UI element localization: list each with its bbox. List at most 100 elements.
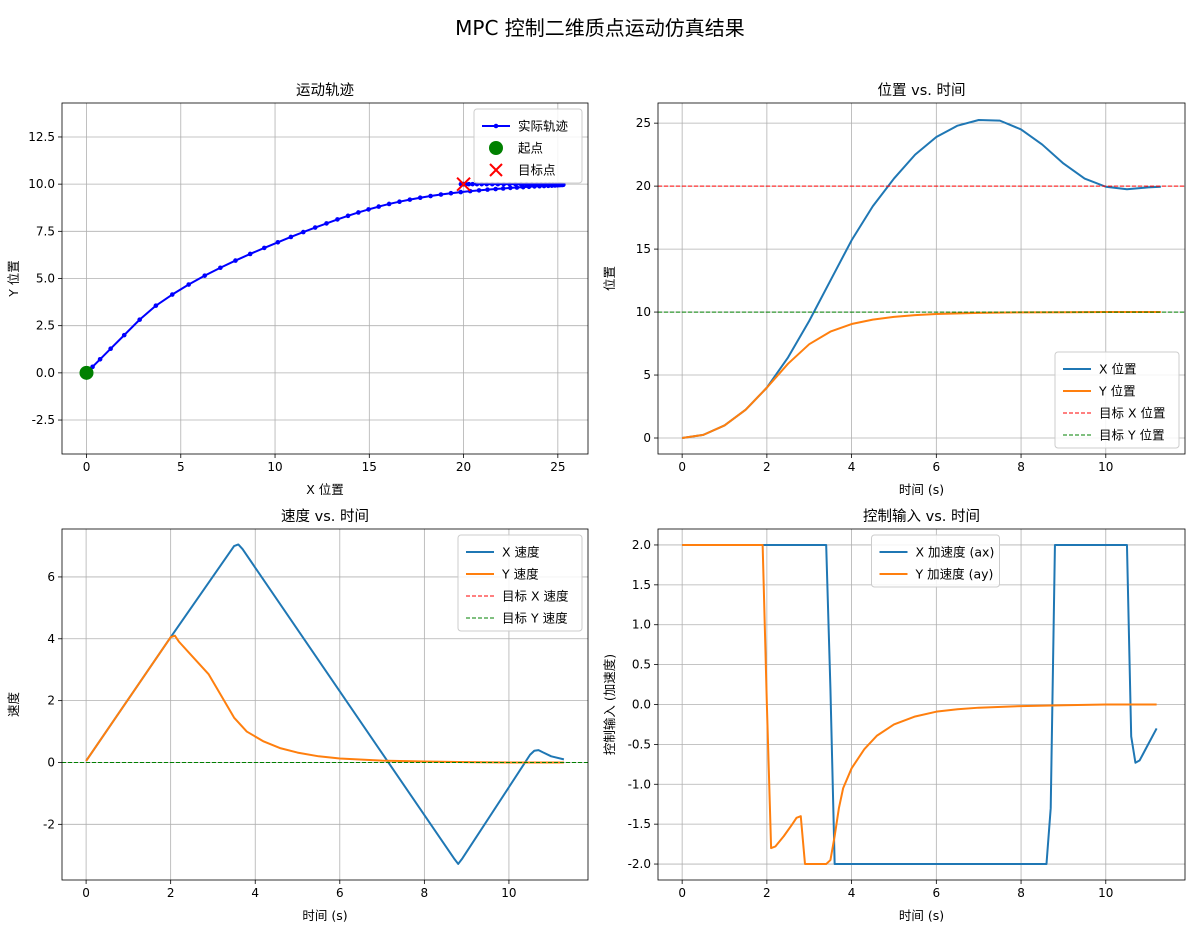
data-point (169, 292, 175, 297)
series-Y 速度 (85, 634, 564, 764)
x-tick-label: 0 (82, 886, 90, 900)
legend-entry: X 速度 (466, 545, 540, 560)
data-point (376, 204, 382, 209)
data-point (153, 303, 159, 308)
y-axis-label: 位置 (602, 266, 617, 291)
y-axis-label: 速度 (6, 692, 21, 718)
x-axis-label: X 位置 (306, 482, 344, 497)
legend-label: X 位置 (1099, 362, 1137, 377)
legend-entry: Y 位置 (1063, 384, 1136, 399)
y-tick-label: 4 (47, 632, 55, 646)
data-point (324, 221, 329, 226)
data-point (97, 356, 103, 362)
subplot-title: 控制输入 vs. 时间 (863, 508, 980, 525)
x-tick-label: 2 (167, 886, 175, 900)
legend-entry: 实际轨迹 (482, 119, 569, 134)
data-point (485, 187, 490, 192)
data-point (335, 217, 340, 222)
data-point (288, 234, 294, 240)
y-tick-label: 0 (643, 431, 651, 445)
subplot-control: 0 2 4 6 8 10 -2.0 -1.5 -1.0 -0.5 0.0 0.5 1.0 1.5 2.0 控制… (602, 508, 1186, 923)
series-line (85, 634, 564, 764)
data-point (448, 190, 454, 196)
y-tick-label: 2.5 (36, 319, 55, 333)
data-point (345, 213, 351, 219)
legend-label: Y 位置 (1098, 384, 1136, 399)
legend-label: 目标 Y 速度 (502, 611, 568, 626)
x-tick-label: 2 (763, 460, 771, 474)
data-point (458, 189, 464, 195)
legend-box (457, 534, 583, 632)
x-tick-label: 8 (421, 886, 429, 900)
legend-entry: 目标 X 位置 (1063, 406, 1166, 421)
plot-area (682, 543, 1158, 866)
y-tick-label: -1.0 (628, 777, 651, 791)
series-line (682, 543, 1158, 866)
data-point (202, 273, 208, 278)
data-point (108, 346, 113, 352)
data-point (301, 229, 306, 235)
data-point (476, 188, 482, 193)
legend: X 加速度 (ax) Y 加速度 (ay) (871, 534, 1000, 588)
legend-label: X 加速度 (ax) (916, 545, 995, 560)
data-point (386, 201, 392, 207)
x-tick-label: 5 (177, 460, 185, 474)
data-point (428, 193, 433, 199)
series-X 速度 (85, 543, 565, 865)
axes-frame (657, 102, 1186, 455)
data-point (438, 192, 444, 197)
figure-suptitle: MPC 控制二维质点运动仿真结果 (455, 16, 745, 40)
data-point (397, 199, 402, 204)
x-tick-label: 0 (678, 886, 686, 900)
legend-label: 目标 X 位置 (1099, 406, 1166, 421)
legend-label: 实际轨迹 (518, 119, 569, 134)
data-point (312, 225, 318, 230)
y-tick-label: -2.5 (32, 413, 55, 427)
target-marker (456, 176, 471, 192)
x-tick-label: 6 (933, 886, 941, 900)
legend-label: 目标点 (518, 163, 556, 178)
x-tick-label: 10 (1098, 460, 1113, 474)
data-point (470, 181, 475, 187)
axes-frame (61, 528, 589, 881)
y-tick-label: 10.0 (28, 177, 55, 191)
x-tick-label: 0 (83, 460, 91, 474)
series-目标点 (456, 176, 471, 192)
legend-label: 目标 X 速度 (502, 589, 569, 604)
legend-label: Y 速度 (501, 567, 539, 582)
data-point (356, 210, 361, 215)
x-tick-label: 10 (1098, 886, 1113, 900)
y-tick-label: -2.0 (628, 857, 651, 871)
x-tick-label: 4 (848, 886, 856, 900)
data-point (186, 282, 191, 287)
y-tick-label: 10 (636, 305, 651, 319)
legend-entry: 起点 (489, 141, 543, 156)
subplot-title: 运动轨迹 (296, 82, 354, 99)
data-point (261, 245, 267, 251)
series-起点 (79, 365, 94, 380)
legend-label: 目标 Y 位置 (1099, 428, 1165, 443)
x-tick-label: 20 (456, 460, 471, 474)
legend-entry: 目标 Y 速度 (466, 611, 568, 626)
data-point (233, 258, 238, 263)
subplot-trajectory: 0 5 10 15 20 25 -2.5 0.0 2.5 5.0 7.5 10.0 12.5 运动轨迹 X … (6, 82, 589, 497)
y-tick-label: 2.0 (632, 538, 651, 552)
y-tick-label: -1.5 (628, 817, 651, 831)
legend-label: Y 加速度 (ay) (915, 567, 994, 582)
data-point (407, 197, 413, 202)
x-tick-label: 8 (1017, 460, 1025, 474)
legend-entry: 目标 Y 位置 (1063, 428, 1165, 443)
x-tick-label: 10 (501, 886, 516, 900)
y-tick-label: 15 (636, 242, 651, 256)
y-tick-label: 0.0 (36, 366, 55, 380)
x-tick-label: 15 (362, 460, 377, 474)
data-point (508, 185, 513, 191)
x-tick-label: 6 (336, 886, 344, 900)
y-tick-label: 1.5 (632, 578, 651, 592)
series-line (85, 543, 565, 865)
y-axis-label: Y 位置 (6, 260, 21, 298)
legend-entry: 目标 X 速度 (466, 589, 569, 604)
